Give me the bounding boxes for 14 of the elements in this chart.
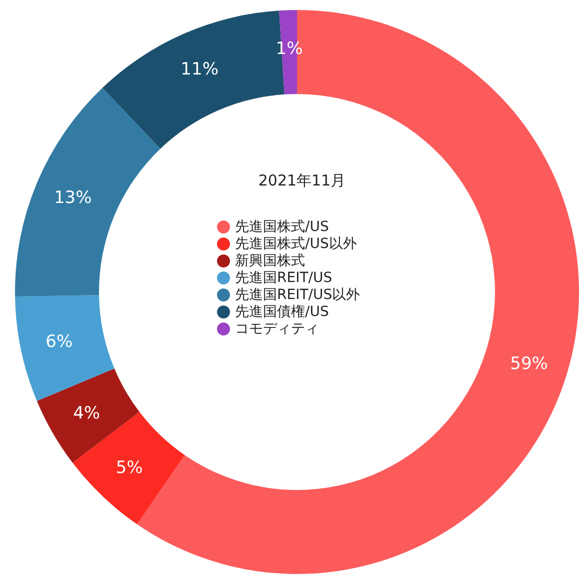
legend-label: 先進国REIT/US以外 [235,287,360,303]
legend-label: 先進国株式/US以外 [235,236,357,252]
legend-label: 新興国株式 [235,253,305,269]
data-label: 4% [73,404,100,424]
data-label: 59% [510,354,548,374]
legend-label: 先進国債権/US [235,304,329,320]
data-label: 6% [46,332,73,352]
legend-label: コモディティ [235,321,319,337]
legend-label: 先進国REIT/US [235,270,332,286]
data-label: 11% [180,59,218,80]
data-label: 5% [116,458,143,478]
text: 2021年11月 [258,172,346,190]
legend-label: 先進国株式/US [235,219,329,235]
data-label: 13% [54,188,92,208]
